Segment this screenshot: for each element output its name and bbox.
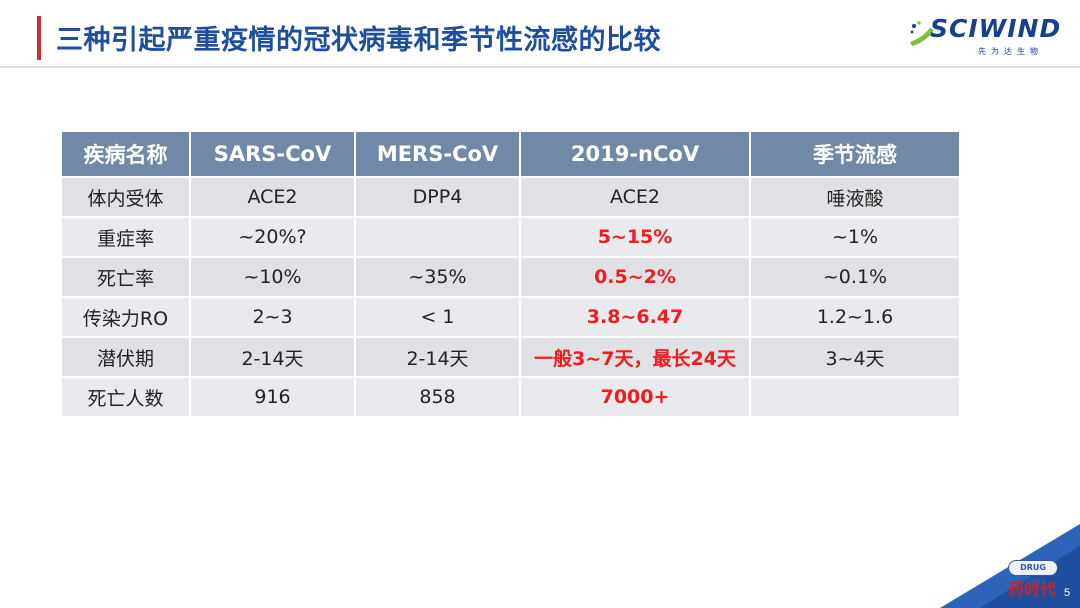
row-label-cell: 传染力RO: [62, 297, 191, 338]
table-row: 重症率 ~20%? 5~15% ~1%: [62, 217, 961, 258]
table-cell: 2-14天: [190, 337, 356, 378]
table-cell: ~35%: [355, 257, 521, 298]
table-cell: [355, 217, 521, 258]
highlight-cell: 7000+: [520, 377, 751, 418]
highlight-cell: 一般3~7天，最长24天: [520, 337, 751, 378]
row-label-cell: 死亡人数: [62, 377, 191, 418]
table-cell: [750, 377, 961, 418]
highlight-cell: 3.8~6.47: [520, 297, 751, 338]
table-cell: 唾液酸: [750, 177, 961, 218]
table-cell: ~1%: [750, 217, 961, 258]
drugtimes-chinese: 药时代: [1008, 580, 1057, 599]
table-cell: ~20%?: [190, 217, 356, 258]
logo-subtitle: 先为达生物: [978, 47, 1043, 56]
row-label-cell: 重症率: [62, 217, 191, 258]
table-cell: 858: [355, 377, 521, 418]
logo-wordmark: SCIWIND: [930, 14, 1062, 43]
table-row: 死亡人数 916 858 7000+: [62, 377, 961, 418]
header-cell-flu: 季节流感: [750, 132, 961, 178]
table-row: 死亡率 ~10% ~35% 0.5~2% ~0.1%: [62, 257, 961, 298]
header-cell-mers: MERS-CoV: [355, 132, 521, 178]
comparison-table: 疾病名称 SARS-CoV MERS-CoV 2019-nCoV 季节流感 体内…: [62, 132, 961, 418]
table-cell: 3~4天: [750, 337, 961, 378]
header-cell-ncov: 2019-nCoV: [520, 132, 751, 178]
table-cell: 2-14天: [355, 337, 521, 378]
table-cell: ~10%: [190, 257, 356, 298]
table-cell: ~0.1%: [750, 257, 961, 298]
drugtimes-badge: DRUG TIMES: [1008, 560, 1058, 586]
table-cell: 1.2~1.6: [750, 297, 961, 338]
table-cell: ACE2: [520, 177, 751, 218]
table-row: 传染力RO 2~3 < 1 3.8~6.47 1.2~1.6: [62, 297, 961, 338]
header-divider: [0, 66, 1080, 68]
highlight-cell: 5~15%: [520, 217, 751, 258]
row-label-cell: 潜伏期: [62, 337, 191, 378]
slide-title: 三种引起严重疫情的冠状病毒和季节性流感的比较: [56, 25, 661, 56]
table-row: 潜伏期 2-14天 2-14天 一般3~7天，最长24天 3~4天: [62, 337, 961, 378]
page-number: 5: [1064, 587, 1071, 599]
logo-swoosh-icon: [910, 21, 934, 46]
table-cell: ACE2: [190, 177, 356, 218]
table-cell: DPP4: [355, 177, 521, 218]
table-cell: 916: [190, 377, 356, 418]
row-label-cell: 体内受体: [62, 177, 191, 218]
row-label-cell: 死亡率: [62, 257, 191, 298]
highlight-cell: 0.5~2%: [520, 257, 751, 298]
table-cell: < 1: [355, 297, 521, 338]
header-cell-disease: 疾病名称: [62, 132, 191, 178]
table-header-row: 疾病名称 SARS-CoV MERS-CoV 2019-nCoV 季节流感: [62, 132, 961, 178]
drugtimes-watermark: DRUG TIMES 药时代: [1004, 560, 1060, 599]
company-logo: SCIWIND 先为达生物: [908, 12, 1068, 58]
header-cell-sars: SARS-CoV: [190, 132, 356, 178]
table-row: 体内受体 ACE2 DPP4 ACE2 唾液酸: [62, 177, 961, 218]
table-cell: 2~3: [190, 297, 356, 338]
title-accent-bar: [37, 16, 41, 60]
